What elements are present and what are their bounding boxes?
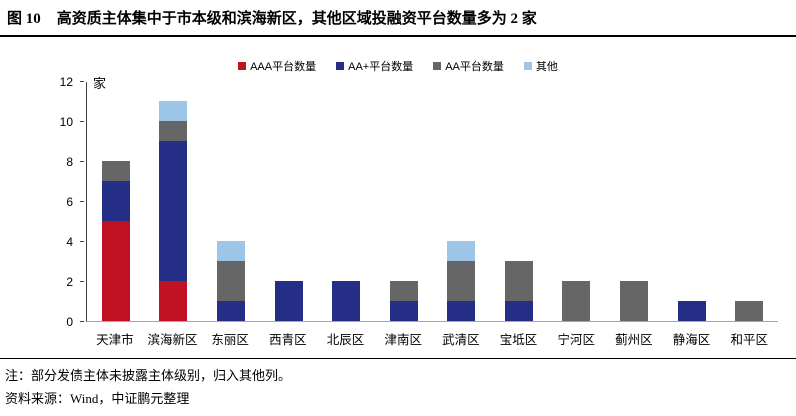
legend-swatch-icon [523,61,532,70]
legend-item-1: AA+平台数量 [336,58,413,74]
bar-segment [447,241,476,261]
bar-slot-11 [720,82,778,321]
y-axis: 0 2 4 6 8 10 12 [40,75,85,329]
bar-segment [332,281,361,321]
bar-segment [447,261,476,301]
legend-swatch-icon [433,61,442,70]
x-axis-label-0: 天津市 [96,333,134,347]
x-axis-labels: 天津市 滨海新区 东丽区 西青区 北辰区 津南区 武清区 宝坻区 宁河区 蓟州区 静海区 和平区 [86,329,778,348]
bar-segment [101,221,130,321]
bar-segment [735,301,764,321]
x-axis-label-3: 西青区 [269,333,307,347]
bar-segment [101,181,130,221]
y-tick-mark [80,281,84,282]
x-axis-label-5: 津南区 [384,333,422,347]
bar-slot-4 [317,82,375,321]
x-axis-label-6: 武清区 [442,333,480,347]
x-axis-label-2: 东丽区 [211,333,249,347]
bar-segment [274,281,303,321]
stacked-bar-11 [735,301,764,321]
bar-slot-0 [87,82,145,321]
x-axis-label-1: 滨海新区 [147,333,198,347]
y-tick-mark [80,241,84,242]
note-line: 注：部分发债主体未披露主体级别，归入其他列。 [5,368,292,383]
bar-segment [159,141,188,281]
figure-title-text: 高资质主体集中于市本级和滨海新区，其他区域投融资平台数量多为 2 家 [56,11,537,27]
y-tick-label: 10 [59,115,73,129]
legend-label: AAA平台数量 [250,60,317,73]
y-tick-mark [80,201,84,202]
bar-slot-10 [663,82,721,321]
footer-divider [0,358,796,359]
stacked-bar-2 [216,241,245,321]
x-axis-label-9: 蓟州区 [615,333,653,347]
legend-item-2: AA平台数量 [433,58,504,74]
x-axis-label-7: 宝坻区 [499,333,538,347]
stacked-bar-0 [101,161,130,321]
bar-slot-5 [375,82,433,321]
stacked-bar-10 [677,301,706,321]
figure-notes: 注：部分发债主体未披露主体级别，归入其他列。 资料来源：Wind，中证鹏元整理 [0,359,796,411]
stacked-bar-5 [389,281,418,321]
legend-swatch-icon [238,61,247,70]
stacked-bar-4 [332,281,361,321]
bar-segment [389,301,418,321]
stacked-bar-8 [562,281,591,321]
plot-area [86,82,778,322]
y-tick-label: 6 [66,195,73,209]
figure-title: 图 10 高资质主体集中于市本级和滨海新区，其他区域投融资平台数量多为 2 家 [0,0,796,37]
x-axis-label-4: 北辰区 [326,333,365,347]
bar-slot-6 [432,82,490,321]
figure-number: 图 10 [7,11,41,27]
x-axis-label-8: 宁河区 [557,333,595,347]
x-axis-label-10: 静海区 [672,333,711,347]
bar-segment [101,161,130,181]
bar-segment [216,241,245,261]
bar-segment [447,301,476,321]
y-tick-label: 12 [59,75,73,89]
bar-slot-8 [548,82,606,321]
y-tick-label: 2 [66,275,73,289]
legend-item-3: 其他 [523,58,558,74]
bar-segment [216,261,245,301]
bar-segment [504,261,533,301]
bar-segment [216,301,245,321]
stacked-bar-3 [274,281,303,321]
y-axis-unit-label: 家 [93,76,107,91]
y-tick-mark [80,81,84,82]
stacked-bar-6 [447,241,476,321]
bar-segment [677,301,706,321]
bar-segment [159,121,188,141]
stacked-bar-9 [619,281,648,321]
stacked-bar-1 [159,101,188,321]
bar-slot-3 [260,82,318,321]
x-axis-label-11: 和平区 [730,333,768,347]
legend-label: 其他 [535,60,558,73]
bar-segment [619,281,648,321]
bar-slot-1 [145,82,203,321]
bar-segment [159,281,188,321]
y-tick-mark [80,121,84,122]
source-line: 资料来源：Wind，中证鹏元整理 [5,390,190,406]
bar-segment [562,281,591,321]
y-tick-label: 4 [66,235,73,249]
bar-segment [159,101,188,121]
bar-slot-2 [202,82,260,321]
chart-body: 家 0 2 4 6 8 10 12 [60,75,778,329]
y-tick-label: 8 [66,155,73,169]
legend-item-0: AAA平台数量 [238,58,316,74]
bar-segment [504,301,533,321]
legend-label: AA平台数量 [445,60,504,73]
stacked-bar-7 [504,261,533,321]
y-tick-mark [80,321,84,322]
y-tick-label: 0 [66,315,73,329]
legend-swatch-icon [336,61,345,70]
y-tick-mark [80,161,84,162]
legend-label: AA+平台数量 [348,60,414,73]
bar-slot-7 [490,82,548,321]
bar-slot-9 [605,82,663,321]
chart-legend: AAA平台数量 AA+平台数量 AA平台数量 其他 [0,58,796,74]
bar-segment [389,281,418,301]
